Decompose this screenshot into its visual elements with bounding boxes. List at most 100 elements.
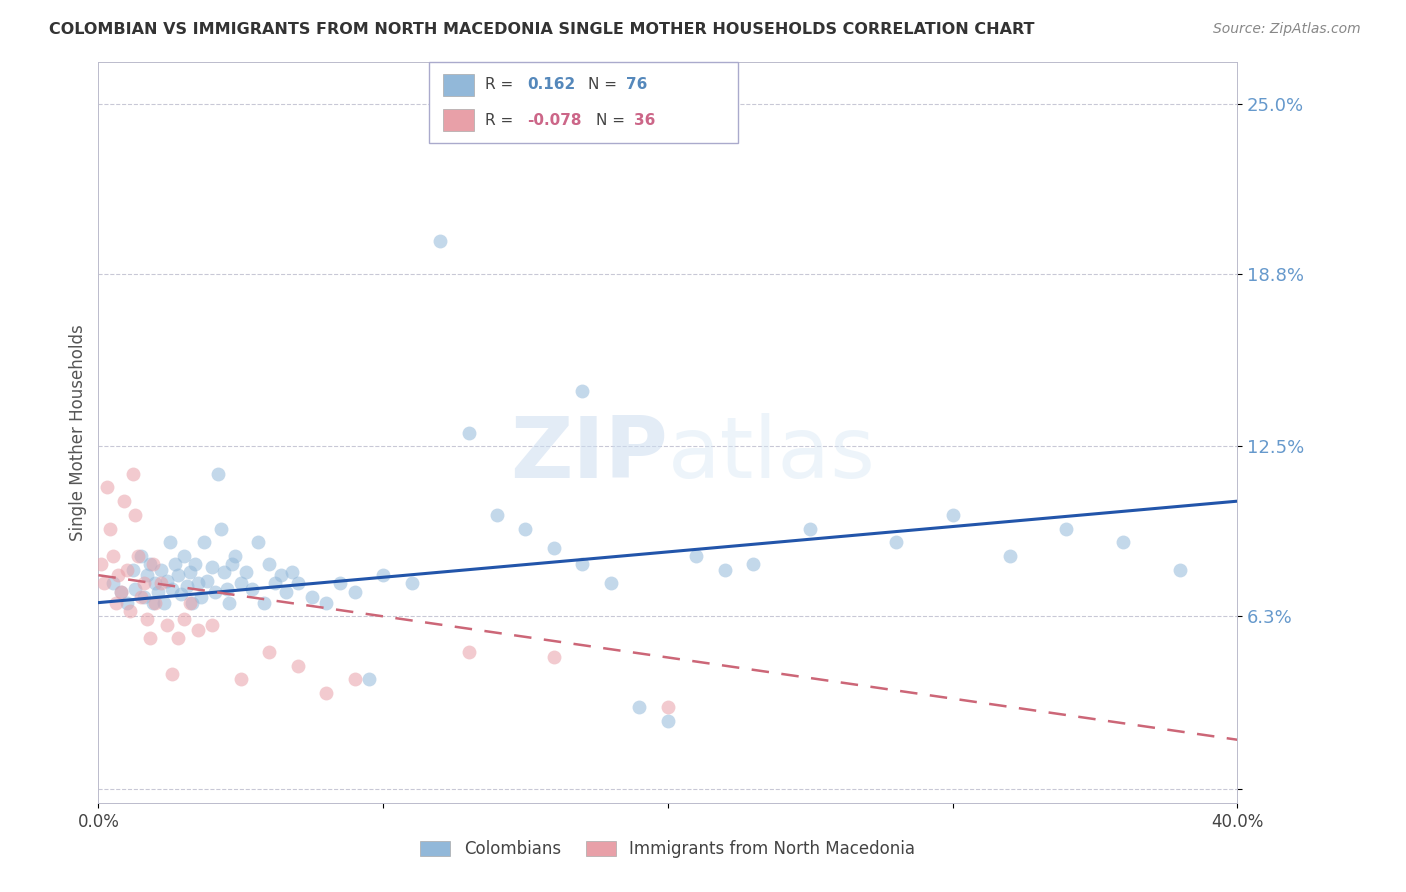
- Point: [799, 522, 821, 536]
- Point: [571, 558, 593, 572]
- Point: [132, 576, 155, 591]
- Point: [96, 480, 118, 494]
- Point: [224, 549, 246, 563]
- Y-axis label: Single Mother Households: Single Mother Households: [69, 325, 87, 541]
- Text: R =: R =: [485, 112, 513, 128]
- Point: [135, 612, 157, 626]
- Text: R =: R =: [485, 78, 513, 93]
- Point: [181, 596, 204, 610]
- Point: [187, 576, 209, 591]
- Point: [110, 584, 132, 599]
- Point: [121, 467, 143, 481]
- Point: [129, 590, 152, 604]
- Point: [153, 596, 176, 610]
- Point: [429, 234, 451, 248]
- Point: [264, 576, 287, 591]
- Point: [159, 535, 181, 549]
- Point: [138, 632, 160, 646]
- Point: [201, 560, 224, 574]
- Point: [101, 576, 124, 591]
- Point: [998, 549, 1021, 563]
- Point: [281, 566, 304, 580]
- Point: [162, 667, 184, 681]
- Point: [218, 596, 240, 610]
- Legend: Colombians, Immigrants from North Macedonia: Colombians, Immigrants from North Macedo…: [413, 833, 922, 865]
- Point: [657, 699, 679, 714]
- Point: [229, 673, 252, 687]
- Point: [162, 582, 184, 596]
- Point: [127, 549, 149, 563]
- Point: [176, 579, 198, 593]
- Text: -0.078: -0.078: [527, 112, 582, 128]
- Point: [1112, 535, 1135, 549]
- Point: [373, 568, 395, 582]
- Point: [193, 535, 215, 549]
- Point: [115, 563, 138, 577]
- Point: [685, 549, 707, 563]
- Point: [129, 549, 152, 563]
- Point: [1056, 522, 1078, 536]
- Text: 0.162: 0.162: [527, 78, 575, 93]
- Point: [104, 596, 127, 610]
- Point: [115, 596, 138, 610]
- Point: [1170, 563, 1192, 577]
- Point: [235, 566, 257, 580]
- Point: [343, 584, 366, 599]
- Point: [187, 623, 209, 637]
- Point: [457, 645, 479, 659]
- Point: [315, 686, 337, 700]
- Point: [204, 584, 226, 599]
- Point: [201, 617, 224, 632]
- Point: [124, 582, 146, 596]
- Point: [173, 549, 195, 563]
- Point: [207, 467, 229, 481]
- Point: [343, 673, 366, 687]
- Point: [329, 576, 352, 591]
- Point: [252, 596, 274, 610]
- Point: [209, 522, 232, 536]
- Point: [179, 596, 201, 610]
- Point: [150, 576, 173, 591]
- Point: [93, 576, 115, 591]
- Text: N =: N =: [596, 112, 626, 128]
- Point: [229, 576, 252, 591]
- Point: [515, 522, 537, 536]
- Point: [287, 576, 309, 591]
- Point: [401, 576, 423, 591]
- Text: atlas: atlas: [668, 413, 876, 496]
- Point: [184, 558, 207, 572]
- Point: [132, 590, 155, 604]
- Point: [276, 584, 298, 599]
- Point: [942, 508, 965, 522]
- Text: ZIP: ZIP: [510, 413, 668, 496]
- Point: [141, 558, 163, 572]
- Point: [156, 617, 179, 632]
- Point: [167, 632, 190, 646]
- Point: [301, 590, 323, 604]
- Point: [259, 558, 281, 572]
- Point: [215, 582, 238, 596]
- Point: [287, 658, 309, 673]
- Point: [145, 596, 167, 610]
- Point: [124, 508, 146, 522]
- Point: [150, 563, 173, 577]
- Point: [138, 558, 160, 572]
- Point: [173, 612, 195, 626]
- Point: [195, 574, 218, 588]
- Point: [884, 535, 907, 549]
- Point: [486, 508, 509, 522]
- Point: [135, 568, 157, 582]
- Point: [98, 522, 121, 536]
- Point: [240, 582, 263, 596]
- Point: [259, 645, 281, 659]
- Point: [571, 384, 593, 399]
- Point: [107, 568, 129, 582]
- Point: [246, 535, 269, 549]
- Point: [112, 494, 135, 508]
- Point: [165, 558, 187, 572]
- Point: [212, 566, 235, 580]
- Point: [156, 574, 179, 588]
- Text: 36: 36: [634, 112, 655, 128]
- Point: [742, 558, 765, 572]
- Point: [714, 563, 737, 577]
